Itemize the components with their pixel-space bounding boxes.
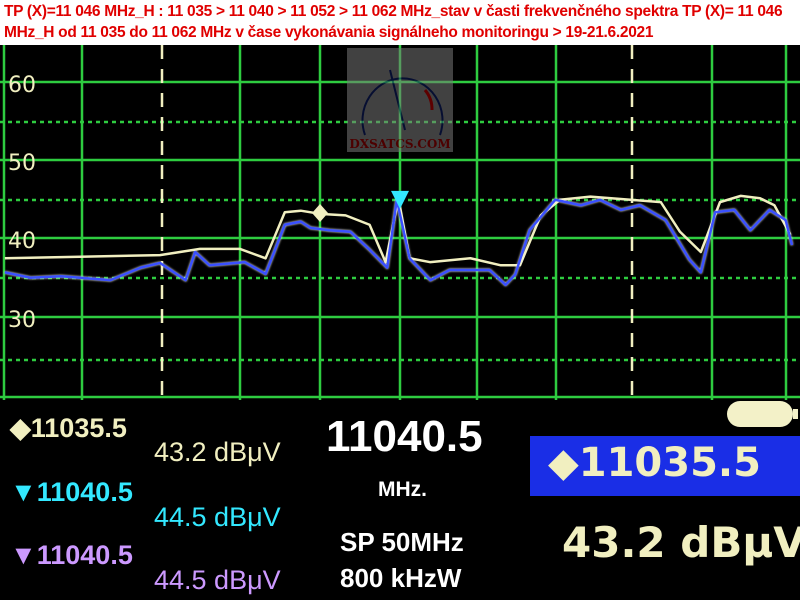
- selected-marker-level: 43.2 dBμV: [562, 518, 800, 567]
- marker2-level: 44.5 dBμV: [154, 502, 281, 532]
- trace-max-hold: [4, 194, 792, 267]
- marker1-level: 43.2 dBμV: [154, 437, 281, 467]
- trace-live: [4, 198, 794, 287]
- battery-icon: [727, 401, 798, 427]
- selected-marker-freq: ◆11035.5: [548, 440, 761, 486]
- span: SP 50MHz: [340, 527, 464, 557]
- selected-marker-box[interactable]: [530, 436, 800, 496]
- watermark-logo: DXSATCS.COM: [347, 48, 453, 152]
- y-tick: 60: [8, 73, 36, 98]
- band-edge-lines: [160, 45, 634, 400]
- y-tick: 40: [8, 229, 36, 254]
- svg-text:DXSATCS.COM: DXSATCS.COM: [349, 137, 450, 151]
- y-axis-labels: 60 50 40 30: [8, 73, 36, 333]
- center-unit: MHz.: [378, 478, 427, 501]
- marker1-freq: ◆11035.5: [10, 413, 127, 443]
- center-frequency: 11040.5: [326, 412, 483, 461]
- marker-diamond-icon[interactable]: [312, 204, 328, 223]
- marker2-freq: ▼11040.5: [10, 477, 133, 507]
- y-tick: 30: [8, 308, 36, 333]
- y-tick: 50: [8, 151, 36, 176]
- caption-title: TP (X)=11 046 MHz_H : 11 035 > 11 040 > …: [0, 0, 800, 45]
- marker3-level: 44.5 dBμV: [154, 565, 281, 595]
- marker-triangle-icon[interactable]: [391, 190, 409, 209]
- rbw: 800 kHzW: [340, 563, 462, 593]
- marker3-freq: ▼11040.5: [10, 540, 133, 570]
